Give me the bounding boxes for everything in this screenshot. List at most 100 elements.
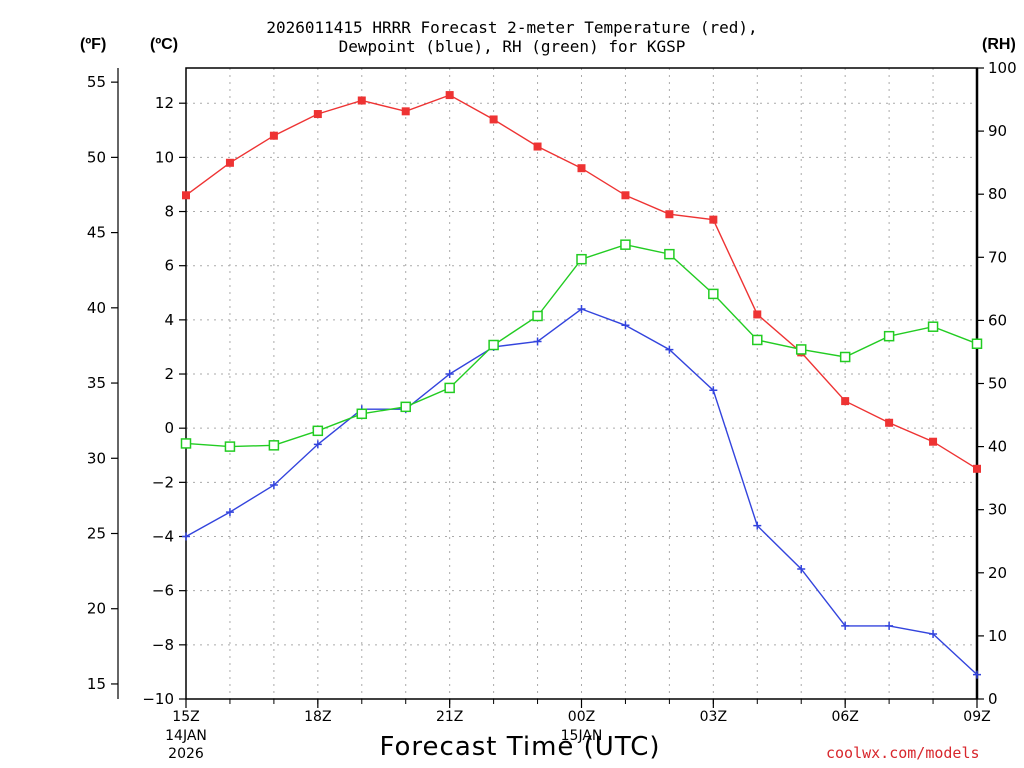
fahrenheit-tick-label: 30 <box>87 449 106 467</box>
2-meter-temperature-point <box>973 464 981 473</box>
celsius-unit-label: (ºC) <box>150 36 179 53</box>
celsius-tick-label: −2 <box>152 473 174 491</box>
rh-point <box>971 338 983 349</box>
rh-point <box>752 334 763 346</box>
dewpoint-point <box>885 621 894 630</box>
2-meter-temperature-point <box>225 158 234 167</box>
rh-point <box>312 425 324 437</box>
rh-point <box>664 248 675 260</box>
fahrenheit-tick-label: 20 <box>87 600 106 618</box>
2-meter-temperature-point <box>665 210 674 219</box>
fahrenheit-unit-label: (ºF) <box>80 36 107 53</box>
source-credit: coolwx.com/models <box>826 744 980 762</box>
rh-tick-label: 60 <box>988 311 1007 329</box>
dewpoint-point <box>621 321 630 330</box>
dewpoint-point <box>577 305 586 314</box>
rh-point <box>180 438 192 449</box>
dewpoint-point <box>709 386 718 395</box>
dewpoint-point <box>182 532 190 541</box>
dewpoint-point <box>269 481 278 490</box>
x-tick-label: 15Z <box>172 709 199 725</box>
fahrenheit-tick-label: 40 <box>87 299 106 317</box>
dewpoint-point <box>225 508 234 517</box>
x-tick-date-label: 15JAN <box>561 728 603 744</box>
2-meter-temperature-point <box>489 115 498 124</box>
rh-point <box>795 344 807 355</box>
rh-point <box>839 351 851 363</box>
2-meter-temperature-point <box>182 191 190 200</box>
rh-tick-label: 70 <box>988 248 1007 266</box>
dewpoint-point <box>313 440 322 449</box>
2-meter-temperature-point <box>401 107 410 116</box>
rh-point <box>356 408 368 420</box>
2-meter-temperature-point <box>753 310 762 319</box>
rh-point <box>268 440 280 451</box>
celsius-tick-label: 12 <box>155 94 174 112</box>
data-series <box>180 91 983 679</box>
rh-tick-label: 20 <box>988 564 1007 582</box>
x-tick-label: 18Z <box>304 709 331 725</box>
2-meter-temperature-point <box>577 164 586 173</box>
dewpoint-point <box>797 565 806 574</box>
rh-unit-label: (RH) <box>982 36 1016 53</box>
celsius-tick-label: −4 <box>152 528 174 546</box>
rh-line <box>185 243 978 448</box>
rh-tick-label: 90 <box>988 122 1007 140</box>
celsius-tick-label: 6 <box>164 257 174 275</box>
celsius-tick-label: −6 <box>152 582 174 600</box>
axis-ticks-and-labels: −10 −8 −6 −4 −2 0 2 4 6 8 10 12 15 20 25 30 35 40 45 50 55 0 1… <box>87 59 1017 762</box>
chart-title: 2026011415 HRRR Forecast 2-meter Tempera… <box>266 18 758 37</box>
2-meter-temperature-point <box>929 437 938 446</box>
dewpoint-point <box>445 370 454 379</box>
x-axis-title: Forecast Time (UTC) <box>379 732 661 762</box>
celsius-tick-label: 10 <box>155 148 174 166</box>
x-tick-label: 21Z <box>436 709 463 725</box>
2-meter-temperature-point <box>269 131 278 140</box>
celsius-tick-label: −8 <box>152 636 174 654</box>
dewpoint-point <box>929 630 938 639</box>
x-tick-year-label: 2026 <box>168 746 204 762</box>
rh-tick-label: 100 <box>988 59 1017 77</box>
dewpoint-point <box>841 621 850 630</box>
fahrenheit-tick-label: 15 <box>87 675 106 693</box>
celsius-tick-label: 4 <box>164 311 174 329</box>
2-meter-temperature-point <box>445 91 454 100</box>
rh-point <box>400 401 411 413</box>
fahrenheit-tick-label: 25 <box>87 525 106 543</box>
rh-tick-label: 30 <box>988 501 1007 519</box>
fahrenheit-tick-label: 45 <box>87 224 106 242</box>
fahrenheit-tick-label: 50 <box>87 148 106 166</box>
2-meter-temperature-point <box>621 191 630 200</box>
rh-point <box>883 330 895 342</box>
x-tick-label: 03Z <box>700 709 727 725</box>
rh-tick-label: 50 <box>988 375 1007 393</box>
rh-point <box>576 253 587 265</box>
2-meter-temperature-point <box>533 142 542 151</box>
rh-point <box>927 321 939 332</box>
celsius-tick-label: 2 <box>164 365 174 383</box>
fahrenheit-tick-label: 55 <box>87 73 106 91</box>
x-tick-date-label: 14JAN <box>165 728 207 744</box>
rh-point <box>224 441 236 452</box>
celsius-tick-label: 0 <box>164 419 174 437</box>
rh-point <box>488 339 499 351</box>
2-meter-temperature-point <box>841 397 850 406</box>
grid-lines <box>186 68 977 699</box>
rh-tick-label: 40 <box>988 438 1007 456</box>
x-tick-label: 00Z <box>568 709 595 725</box>
2-meter-temperature-point <box>313 110 322 119</box>
celsius-tick-label: −10 <box>142 690 174 708</box>
x-tick-label: 09Z <box>963 709 990 725</box>
dewpoint-point <box>973 670 981 679</box>
dewpoint-point <box>753 521 762 530</box>
rh-tick-label: 0 <box>988 690 998 708</box>
fahrenheit-tick-label: 35 <box>87 374 106 392</box>
rh-tick-label: 80 <box>988 185 1007 203</box>
x-tick-label: 06Z <box>831 709 858 725</box>
2-meter-temperature-point <box>709 215 718 224</box>
chart-subtitle: Dewpoint (blue), RH (green) for KGSP <box>338 37 686 56</box>
celsius-tick-label: 8 <box>164 203 174 221</box>
rh-point <box>532 310 543 322</box>
rh-point <box>708 288 719 300</box>
